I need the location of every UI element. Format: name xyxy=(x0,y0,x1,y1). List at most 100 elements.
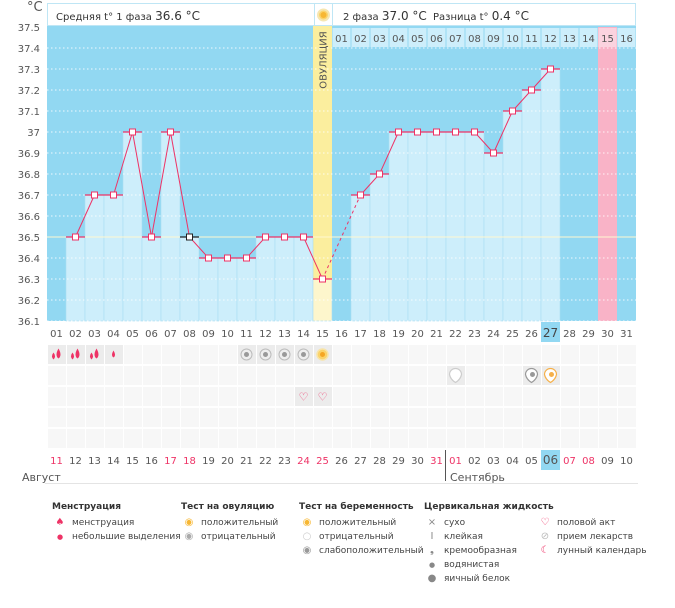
ovulation-test-negative-icon xyxy=(263,352,268,357)
marker-cell xyxy=(504,429,522,448)
temperature-point xyxy=(167,128,174,136)
phase2-value: 37.0 °C xyxy=(381,9,427,23)
marker-cell xyxy=(428,366,446,385)
menstruation-heavy-icon xyxy=(94,348,99,359)
temperature-bar xyxy=(369,173,390,322)
pill-icon: ⊘ xyxy=(540,531,550,542)
stats-header: Средняя t° 1 фаза 36.6 °C 2 фаза 37.0 °C… xyxy=(47,3,636,26)
marker-cell xyxy=(371,387,389,406)
y-tick-label: 37.2 xyxy=(18,86,40,97)
cycle-day-label: 03 xyxy=(88,329,101,340)
marker-cell xyxy=(124,408,142,427)
marker-cell xyxy=(352,345,370,364)
marker-cell xyxy=(48,408,66,427)
marker-cell xyxy=(333,345,351,364)
calendar-date-label: 11 xyxy=(50,456,63,467)
y-tick-label: 37.5 xyxy=(18,23,40,34)
temperature-bar xyxy=(217,257,238,322)
marker-cell xyxy=(599,345,617,364)
marker-cell xyxy=(428,387,446,406)
temperature-point xyxy=(452,128,459,136)
egg-white-icon: ● xyxy=(427,573,437,584)
temperature-point xyxy=(376,170,383,178)
marker-cell xyxy=(523,408,541,427)
phase2-day-label: 10 xyxy=(506,34,519,45)
marker-cell xyxy=(466,387,484,406)
marker-cell xyxy=(523,345,541,364)
calendar-date-label: 09 xyxy=(601,456,614,467)
marker-cell xyxy=(48,366,66,385)
phase2-day-cell xyxy=(579,28,598,47)
marker-cell xyxy=(200,387,218,406)
cycle-day-label: 16 xyxy=(335,329,348,340)
cycle-day-label: 21 xyxy=(430,329,443,340)
marker-cell xyxy=(618,366,636,385)
marker-cell xyxy=(352,366,370,385)
temperature-point xyxy=(528,86,535,94)
calendar-date-label: 16 xyxy=(145,456,158,467)
phase2-average: 2 фаза 37.0 °C xyxy=(343,9,427,23)
marker-cell xyxy=(352,408,370,427)
marker-cell xyxy=(86,429,104,448)
pregnancy-test-positive-icon xyxy=(549,372,554,377)
marker-cell xyxy=(219,429,237,448)
marker-cell xyxy=(447,429,465,448)
temperature-point xyxy=(224,254,231,262)
marker-cell xyxy=(580,366,598,385)
marker-cell xyxy=(200,366,218,385)
marker-cell xyxy=(86,387,104,406)
phase2-day-cell xyxy=(408,28,427,47)
marker-cell xyxy=(542,408,560,427)
cycle-day-label: 02 xyxy=(69,329,82,340)
pregnancy-negative-icon: ○ xyxy=(302,531,312,542)
intercourse-icon: ♡ xyxy=(299,391,309,404)
calendar-date-label: 29 xyxy=(392,456,405,467)
cycle-day-label: 29 xyxy=(582,329,595,340)
phase2-day-cell xyxy=(332,28,351,47)
calendar-date-label: 03 xyxy=(487,456,500,467)
marker-menstruation-heavy xyxy=(86,345,104,364)
phase2-day-label: 04 xyxy=(392,34,405,45)
month-label: Сентябрь xyxy=(450,471,505,484)
y-tick-label: 36.8 xyxy=(18,170,40,181)
marker-cell xyxy=(219,387,237,406)
marker-cell xyxy=(257,366,275,385)
cycle-day-label: 23 xyxy=(468,329,481,340)
temperature-point xyxy=(110,191,117,199)
temperature-bar xyxy=(426,131,447,322)
marker-cell xyxy=(504,345,522,364)
phase2-day-label: 16 xyxy=(620,34,633,45)
dry-icon: × xyxy=(427,517,437,528)
marker-cell xyxy=(67,387,85,406)
ovulation-test-negative-icon xyxy=(301,352,306,357)
cycle-day-label: 11 xyxy=(240,329,253,340)
marker-cell xyxy=(409,408,427,427)
calendar-date-label: 31 xyxy=(430,456,443,467)
phase2-day-cell xyxy=(503,28,522,47)
marker-cell xyxy=(485,345,503,364)
calendar-date-label: 20 xyxy=(221,456,234,467)
marker-cell xyxy=(561,408,579,427)
phase2-day-cell xyxy=(370,28,389,47)
marker-cell xyxy=(238,387,256,406)
marker-cell xyxy=(352,387,370,406)
phase2-day-cell xyxy=(522,28,541,47)
y-tick-label: 37.4 xyxy=(18,44,40,55)
temperature-line-segment xyxy=(113,131,133,196)
cycle-day-label: 14 xyxy=(297,329,310,340)
temperature-line-segment xyxy=(75,194,95,238)
legend-item: сухо xyxy=(444,518,466,528)
marker-cell xyxy=(143,408,161,427)
marker-cell xyxy=(504,387,522,406)
phase2-day-label: 03 xyxy=(373,34,386,45)
calendar-date-label: 01 xyxy=(449,456,462,467)
cycle-day-label: 28 xyxy=(563,329,576,340)
marker-cell xyxy=(447,408,465,427)
menstruation-heavy-icon xyxy=(71,352,74,360)
marker-ovulation-test-negative xyxy=(238,345,256,364)
heart-icon: ♡ xyxy=(540,517,550,528)
y-tick-label: 36.7 xyxy=(18,191,40,202)
temperature-point xyxy=(547,65,554,73)
phase2-day-cell xyxy=(446,28,465,47)
